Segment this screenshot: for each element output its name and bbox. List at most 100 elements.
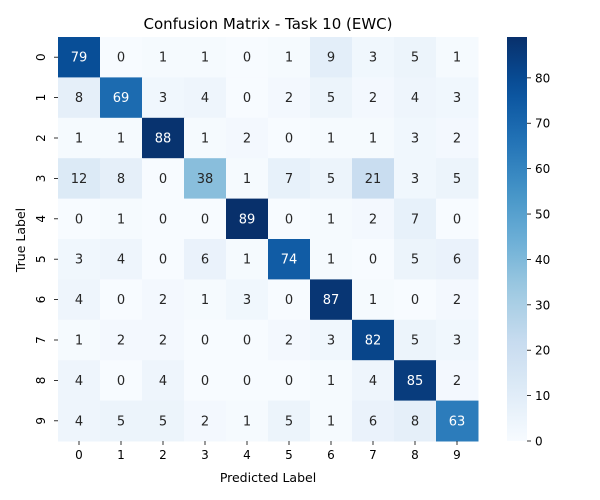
cell-value-label: 1 — [159, 51, 167, 66]
heatmap-cell — [100, 198, 143, 240]
cell-value-label: 1 — [201, 132, 209, 147]
heatmap-cell — [184, 158, 227, 200]
cell-value-label: 89 — [239, 212, 256, 227]
y-tick-label: 5 — [34, 255, 48, 263]
heatmap-cell — [100, 77, 143, 119]
cell-value-label: 2 — [369, 91, 377, 106]
heatmap-cell — [58, 239, 101, 280]
heatmap-cell — [352, 279, 395, 321]
colorbar-tick-label: 30 — [535, 298, 550, 312]
heatmap-cell — [226, 360, 269, 402]
cell-value-label: 1 — [285, 51, 293, 66]
heatmap-cell — [436, 77, 479, 119]
cell-value-label: 0 — [75, 212, 83, 227]
heatmap-cell — [352, 198, 395, 240]
heatmap-cell — [58, 400, 101, 442]
cell-value-label: 0 — [285, 132, 293, 147]
colorbar: 0 10 20 30 40 50 60 70 80 — [507, 37, 550, 449]
cell-value-label: 3 — [75, 253, 83, 268]
cell-value-label: 2 — [117, 334, 125, 349]
heatmap-cell — [58, 117, 101, 159]
heatmap-cell — [394, 319, 437, 361]
heatmap-cell — [268, 37, 311, 78]
heatmap-cell — [310, 37, 353, 78]
heatmap-cell — [352, 319, 395, 361]
cell-value-label: 1 — [327, 414, 335, 429]
y-axis: 0 1 2 3 4 5 6 7 8 9 — [34, 53, 58, 425]
cell-value-label: 87 — [323, 293, 340, 308]
colorbar-tick-label: 60 — [535, 162, 550, 176]
heatmap-cell — [352, 37, 395, 78]
heatmap-cell — [352, 360, 395, 402]
cell-value-label: 2 — [285, 334, 293, 349]
heatmap-cell — [184, 77, 227, 119]
heatmap-cell — [268, 77, 311, 119]
heatmap-cell — [310, 360, 353, 402]
heatmap-cell — [142, 239, 185, 280]
heatmap-cell — [394, 158, 437, 200]
cell-value-label: 2 — [159, 293, 167, 308]
heatmap-cell — [352, 117, 395, 159]
cell-value-label: 3 — [159, 91, 167, 106]
cell-value-label: 7 — [285, 172, 293, 187]
cell-value-label: 9 — [327, 51, 335, 66]
cell-value-label: 0 — [159, 212, 167, 227]
cell-value-label: 2 — [453, 293, 461, 308]
heatmap-cell — [436, 239, 479, 280]
chart-title: Confusion Matrix - Task 10 (EWC) — [143, 15, 392, 33]
cell-value-label: 5 — [453, 172, 461, 187]
heatmap-cell — [436, 279, 479, 321]
cell-value-label: 5 — [285, 414, 293, 429]
heatmap-cell — [394, 400, 437, 442]
heatmap-cell — [352, 400, 395, 442]
cell-value-label: 3 — [369, 51, 377, 66]
heatmap-cell — [58, 77, 101, 119]
heatmap-cell — [394, 279, 437, 321]
heatmap-cell — [226, 279, 269, 321]
cell-value-label: 1 — [327, 253, 335, 268]
heatmap-cell — [226, 77, 269, 119]
heatmap-cell — [310, 239, 353, 280]
cell-value-label: 2 — [453, 374, 461, 389]
heatmap-cell — [436, 117, 479, 159]
heatmap-cell — [226, 158, 269, 200]
cell-value-label: 3 — [411, 172, 419, 187]
heatmap-cell — [100, 279, 143, 321]
heatmap-cell — [58, 198, 101, 240]
x-tick-label: 6 — [327, 448, 335, 462]
cell-value-label: 6 — [453, 253, 461, 268]
heatmap-cell — [142, 279, 185, 321]
cell-value-label: 4 — [201, 91, 209, 106]
cell-value-label: 1 — [327, 212, 335, 227]
heatmap-cell — [100, 319, 143, 361]
heatmap-cell — [100, 117, 143, 159]
cell-value-label: 1 — [243, 414, 251, 429]
heatmap-cell — [100, 158, 143, 200]
heatmap-cell — [100, 360, 143, 402]
cell-value-label: 8 — [75, 91, 83, 106]
colorbar-tick-label: 20 — [535, 344, 550, 358]
heatmap-cell — [58, 360, 101, 402]
heatmap-cell — [142, 37, 185, 78]
cell-value-label: 1 — [75, 132, 83, 147]
cell-value-label: 2 — [285, 91, 293, 106]
cell-value-label: 4 — [369, 374, 377, 389]
x-tick-label: 4 — [243, 448, 251, 462]
cell-value-label: 2 — [159, 334, 167, 349]
heatmap-cell — [310, 117, 353, 159]
heatmap-cell — [394, 360, 437, 402]
cell-value-label: 1 — [75, 334, 83, 349]
x-tick-label: 9 — [453, 448, 461, 462]
heatmap-cell — [310, 77, 353, 119]
heatmap-cell — [58, 37, 101, 78]
cell-value-label: 5 — [411, 334, 419, 349]
cell-value-label: 1 — [453, 51, 461, 66]
y-tick-label: 0 — [34, 53, 48, 61]
heatmap-cell — [310, 158, 353, 200]
heatmap-cell — [268, 319, 311, 361]
heatmap-cell — [226, 117, 269, 159]
heatmap-cell — [184, 279, 227, 321]
heatmap-cell — [352, 77, 395, 119]
cell-value-label: 38 — [197, 172, 214, 187]
cell-value-label: 63 — [449, 414, 466, 429]
